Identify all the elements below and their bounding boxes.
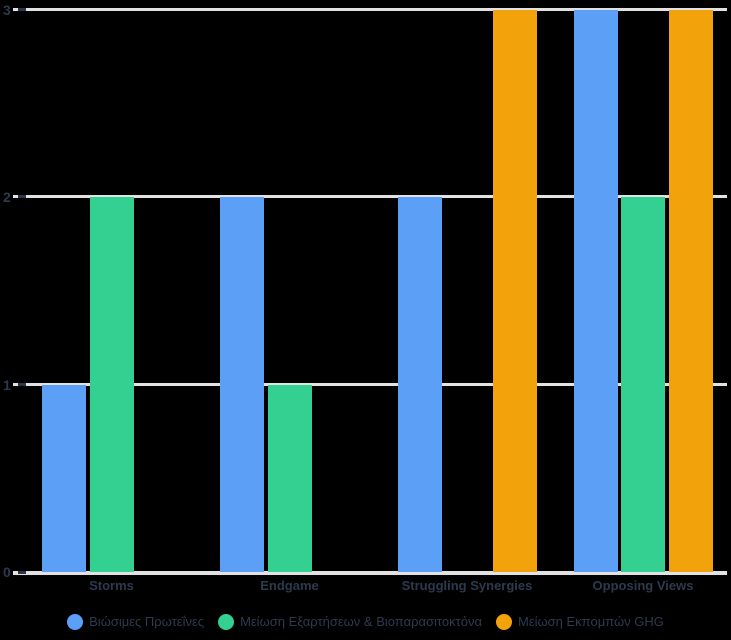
legend-label: Βιώσιμες Πρωτεΐνες (89, 614, 205, 629)
y-tick-label: 1 (3, 376, 11, 393)
bar-1-series-2 (89, 197, 134, 572)
y-axis-tick (18, 195, 26, 199)
bar-2-series-1 (220, 197, 264, 572)
x-category-label: Storms (89, 578, 134, 593)
bar-4-series-1 (573, 10, 618, 572)
bar-3-series-3 (492, 10, 537, 572)
bar-3-series-1 (397, 197, 442, 572)
y-tick-label: 2 (3, 189, 11, 206)
legend-swatch-icon (218, 614, 235, 630)
y-axis-tick (18, 571, 26, 574)
legend-label: Μείωση Εξαρτήσεων & Βιοπαρασιτοκτόνα (240, 614, 482, 629)
bar-4-series-3 (668, 10, 713, 572)
y-axis-tick (18, 8, 26, 11)
legend-item-series-1[interactable]: Βιώσιμες Πρωτεΐνες (67, 614, 204, 630)
gridline (13, 382, 727, 386)
legend-item-series-2[interactable]: Μείωση Εξαρτήσεων & Βιοπαρασιτοκτόνα (218, 614, 482, 630)
legend-swatch-icon (495, 614, 512, 630)
legend-swatch-icon (67, 614, 84, 630)
legend-item-series-3[interactable]: Μείωση Εκπομπών GHG (495, 614, 664, 630)
y-axis-tick (18, 382, 26, 386)
bar-2-series-2 (267, 384, 312, 572)
legend-label: Μείωση Εκπομπών GHG (517, 614, 664, 629)
gridline (13, 195, 727, 199)
bar-4-series-2 (621, 197, 665, 572)
x-axis-line (13, 571, 727, 575)
x-category-label: Struggling Synergies (401, 578, 533, 593)
bar-1-series-1 (42, 384, 86, 572)
chart-legend: Βιώσιμες Πρωτεΐνες Μείωση Εξαρτήσεων & Βι… (0, 607, 731, 637)
y-tick-label: 3 (3, 2, 11, 18)
gridline (13, 8, 727, 11)
x-category-label: Endgame (260, 578, 319, 593)
y-tick-label: 0 (3, 564, 11, 580)
x-category-label: Opposing Views (592, 578, 694, 593)
